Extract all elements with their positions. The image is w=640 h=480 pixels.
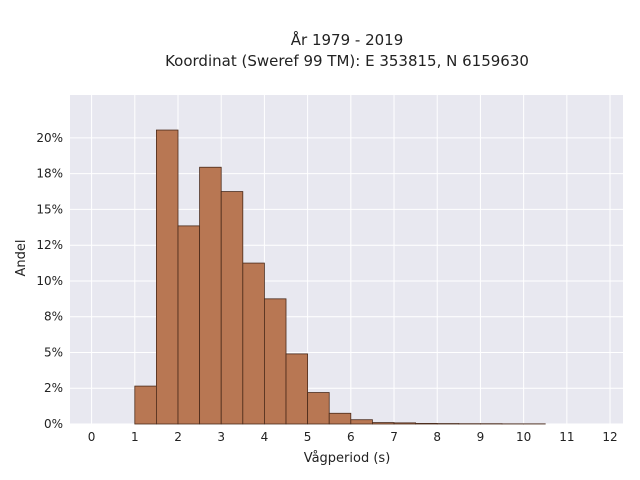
x-tick-label: 3	[217, 430, 225, 444]
plot-area	[70, 95, 623, 424]
y-tick-label: 20%	[36, 131, 63, 145]
histogram-bar	[177, 225, 201, 425]
chart-title-line-2: Koordinat (Sweref 99 TM): E 353815, N 61…	[165, 52, 529, 70]
histogram-bar	[307, 392, 330, 425]
histogram-bar	[350, 419, 373, 425]
y-tick-label: 8%	[44, 310, 63, 324]
x-tick-label: 2	[174, 430, 182, 444]
x-tick-label: 8	[433, 430, 441, 444]
y-tick-label: 0%	[44, 417, 63, 431]
x-tick-label: 10	[516, 430, 531, 444]
y-tick-label: 10%	[36, 274, 63, 288]
x-tick-label: 1	[131, 430, 139, 444]
x-tick-label: 6	[347, 430, 355, 444]
chart-title-line-1: År 1979 - 2019	[291, 30, 404, 49]
x-tick-label: 7	[390, 430, 398, 444]
histogram-bar	[372, 422, 395, 425]
histogram-bar	[393, 422, 417, 425]
x-tick-label: 11	[559, 430, 574, 444]
y-tick-label: 2%	[44, 381, 63, 395]
histogram-bar	[134, 385, 157, 425]
x-tick-label: 5	[304, 430, 312, 444]
histogram-bar	[220, 191, 244, 425]
histogram-bar	[242, 262, 265, 425]
x-tick-label: 9	[477, 430, 485, 444]
histogram-bar	[415, 423, 438, 425]
y-axis-ticks: 0% 2% 5% 8% 10% 12% 15% 18% 20%	[36, 131, 63, 431]
x-tick-label: 0	[88, 430, 96, 444]
bars	[134, 129, 546, 425]
histogram-bar	[285, 353, 309, 425]
y-axis-label: Andel	[14, 240, 29, 277]
y-tick-label: 18%	[36, 167, 63, 181]
y-tick-label: 5%	[44, 345, 63, 359]
x-tick-label: 4	[261, 430, 269, 444]
histogram-bar	[156, 129, 179, 425]
histogram-bar	[199, 166, 222, 425]
x-axis-label: Vågperiod (s)	[304, 451, 391, 466]
y-tick-label: 12%	[36, 238, 63, 252]
y-tick-label: 15%	[36, 202, 63, 216]
x-axis-ticks: 0 1 2 3 4 5 6 7 8 9 10 11 12	[88, 430, 618, 444]
histogram-bar	[328, 412, 352, 425]
histogram-bar	[264, 298, 287, 425]
x-tick-label: 12	[602, 430, 617, 444]
